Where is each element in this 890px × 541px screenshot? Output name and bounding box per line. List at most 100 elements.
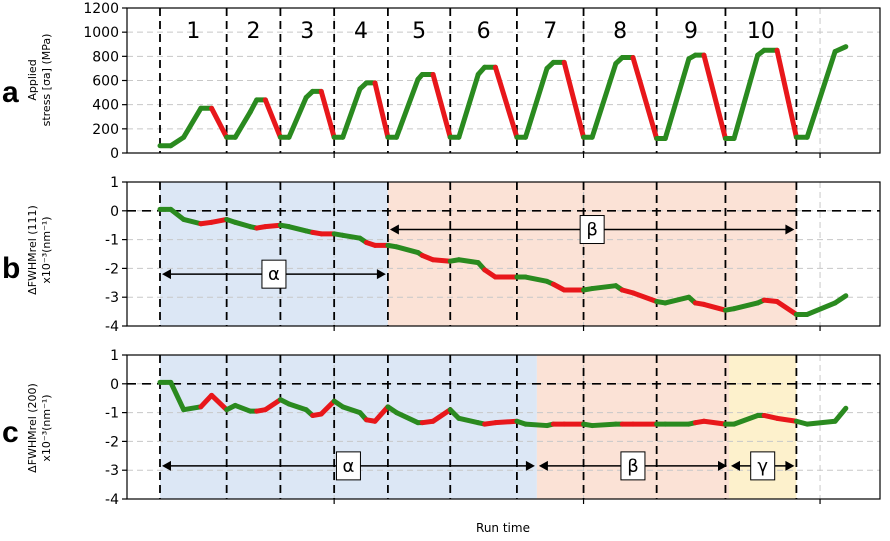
data-segment-a-5-4 bbox=[492, 64, 520, 140]
region-label-c-2: γ bbox=[757, 456, 768, 477]
data-segment-a-7-1 bbox=[589, 61, 619, 140]
data-segment-b-3-1 bbox=[340, 232, 363, 241]
region-label-c-0: α bbox=[343, 456, 355, 477]
region-label-box-b-1 bbox=[579, 215, 605, 245]
data-segment-a-10-2 bbox=[832, 44, 849, 54]
region-label-box-c-0 bbox=[335, 451, 361, 481]
data-segment-c-4-1 bbox=[394, 410, 421, 426]
cycle-label-9: 9 bbox=[684, 19, 698, 44]
data-segment-c-7-1 bbox=[589, 421, 619, 429]
region-label-b-0: α bbox=[268, 264, 280, 285]
arrowhead-left-c-0 bbox=[162, 460, 171, 471]
cycle-label-6: 6 bbox=[477, 19, 491, 44]
cycle-label-5: 5 bbox=[412, 19, 426, 44]
x-axis-label: Run time bbox=[476, 521, 530, 535]
data-segment-a-3-1 bbox=[340, 86, 363, 140]
data-segment-b-0-2 bbox=[181, 216, 204, 227]
data-segment-b-9-4 bbox=[774, 299, 799, 317]
arrowhead-right-b-1 bbox=[785, 224, 795, 235]
region-label-box-c-2 bbox=[750, 451, 776, 481]
ytick-label-b-3: -1 bbox=[105, 233, 119, 249]
data-segment-b-10-1 bbox=[804, 300, 838, 317]
ylabel-a-line2: stress [σa] (MPa) bbox=[40, 34, 53, 127]
data-segment-c-1-1 bbox=[232, 402, 253, 414]
cycle-label-1: 1 bbox=[186, 19, 200, 44]
region-label-b-1: β bbox=[586, 220, 598, 241]
ytick-label-c-1: -3 bbox=[105, 463, 119, 479]
data-segment-b-7-4 bbox=[630, 290, 660, 305]
ytick-label-b-5: 1 bbox=[110, 175, 119, 191]
ytick-label-c-5: 1 bbox=[110, 348, 119, 364]
data-segment-c-6-1 bbox=[523, 421, 550, 429]
data-segment-c-0-3 bbox=[198, 392, 215, 410]
ytick-label-c-0: -4 bbox=[105, 492, 119, 508]
data-segment-a-9-1 bbox=[731, 52, 761, 141]
data-segment-b-6-1 bbox=[523, 274, 550, 284]
ylabel-b-line2: x10⁻³(nm⁻¹) bbox=[40, 216, 53, 283]
data-segment-c-0-2 bbox=[181, 404, 204, 413]
data-segment-c-2-4 bbox=[318, 398, 337, 417]
data-segment-a-6-1 bbox=[523, 65, 550, 140]
ytick-label-b-0: -4 bbox=[105, 319, 119, 335]
region-label-box-b-0 bbox=[261, 259, 287, 289]
ytick-label-c-3: -1 bbox=[105, 406, 119, 422]
arrowhead-right-c-0 bbox=[525, 460, 535, 471]
data-segment-a-0-4 bbox=[209, 105, 230, 140]
ytick-label-a-2: 400 bbox=[92, 98, 119, 114]
ylabel-c-line2: x10⁻³(nm⁻¹) bbox=[40, 394, 53, 461]
ytick-label-a-4: 800 bbox=[92, 49, 119, 65]
data-segment-b-10-2 bbox=[832, 293, 849, 306]
data-segment-a-6-4 bbox=[561, 59, 587, 140]
axes-frame-b bbox=[126, 181, 881, 327]
data-segment-c-9-4 bbox=[774, 415, 799, 424]
data-segment-b-8-1 bbox=[662, 294, 692, 306]
cycle-label-10: 10 bbox=[747, 19, 775, 44]
ytick-label-b-2: -2 bbox=[105, 261, 119, 277]
data-segment-a-0-2 bbox=[181, 105, 204, 140]
panel-a: 0 200 400 600 800 1000 1200 1 2 3 4 5 6 7 8 9 10 bbox=[83, 1, 881, 162]
cycle-label-7: 7 bbox=[543, 19, 557, 44]
region-b-1 bbox=[387, 182, 797, 326]
ytick-label-a-3: 600 bbox=[92, 74, 119, 90]
arrowhead-right-c-2 bbox=[785, 460, 795, 471]
data-segment-a-0-1 bbox=[168, 134, 187, 149]
ytick-label-c-2: -2 bbox=[105, 434, 119, 450]
data-segment-a-9-4 bbox=[774, 47, 799, 140]
data-segment-b-9-1 bbox=[731, 300, 761, 312]
ytick-label-a-0: 0 bbox=[110, 146, 119, 162]
arrowhead-right-c-1 bbox=[717, 460, 727, 471]
data-segment-c-3-4 bbox=[372, 404, 391, 424]
data-segment-b-5-1 bbox=[456, 257, 481, 266]
data-segment-a-2-1 bbox=[286, 94, 309, 140]
ylabel-a: Applied stress [σa] (MPa) bbox=[26, 34, 53, 127]
data-segment-b-1-4 bbox=[262, 222, 283, 230]
data-segment-a-7-4 bbox=[630, 55, 660, 141]
ytick-label-b-1: -3 bbox=[105, 290, 119, 306]
data-segment-b-8-4 bbox=[701, 301, 728, 313]
arrowhead-left-b-0 bbox=[162, 269, 171, 280]
data-segment-c-4-4 bbox=[430, 407, 453, 424]
panel-letter-a: a bbox=[2, 76, 19, 109]
data-segment-c-9-1 bbox=[731, 412, 761, 427]
data-segment-a-10-1 bbox=[804, 49, 838, 140]
data-segment-c-0-4 bbox=[209, 392, 230, 413]
data-segment-b-0-4 bbox=[209, 216, 230, 225]
panel-b: -4 -3 -2 -1 0 1 α β bbox=[105, 175, 881, 335]
ylabel-b-line1: ΔFWHMrel (111) bbox=[26, 205, 39, 295]
data-segment-b-4-4 bbox=[430, 257, 453, 264]
arrowhead-left-c-2 bbox=[730, 460, 740, 471]
data-segment-b-1-1 bbox=[232, 219, 253, 230]
data-segment-a-8-4 bbox=[701, 52, 728, 141]
ylabel-b: ΔFWHMrel (111) x10⁻³(nm⁻¹) bbox=[26, 205, 53, 295]
ytick-label-c-4: 0 bbox=[110, 377, 119, 393]
ylabel-c-line1: ΔFWHMrel (200) bbox=[26, 383, 39, 473]
data-segment-b-7-1 bbox=[589, 283, 619, 292]
data-segment-c-1-4 bbox=[262, 397, 283, 413]
region-label-c-1: β bbox=[627, 456, 639, 477]
ytick-label-a-5: 1000 bbox=[83, 25, 119, 41]
region-label-box-c-1 bbox=[620, 451, 646, 481]
ylabel-c: ΔFWHMrel (200) x10⁻³(nm⁻¹) bbox=[26, 383, 53, 473]
cycle-label-3: 3 bbox=[300, 19, 314, 44]
cycle-label-2: 2 bbox=[247, 19, 261, 44]
